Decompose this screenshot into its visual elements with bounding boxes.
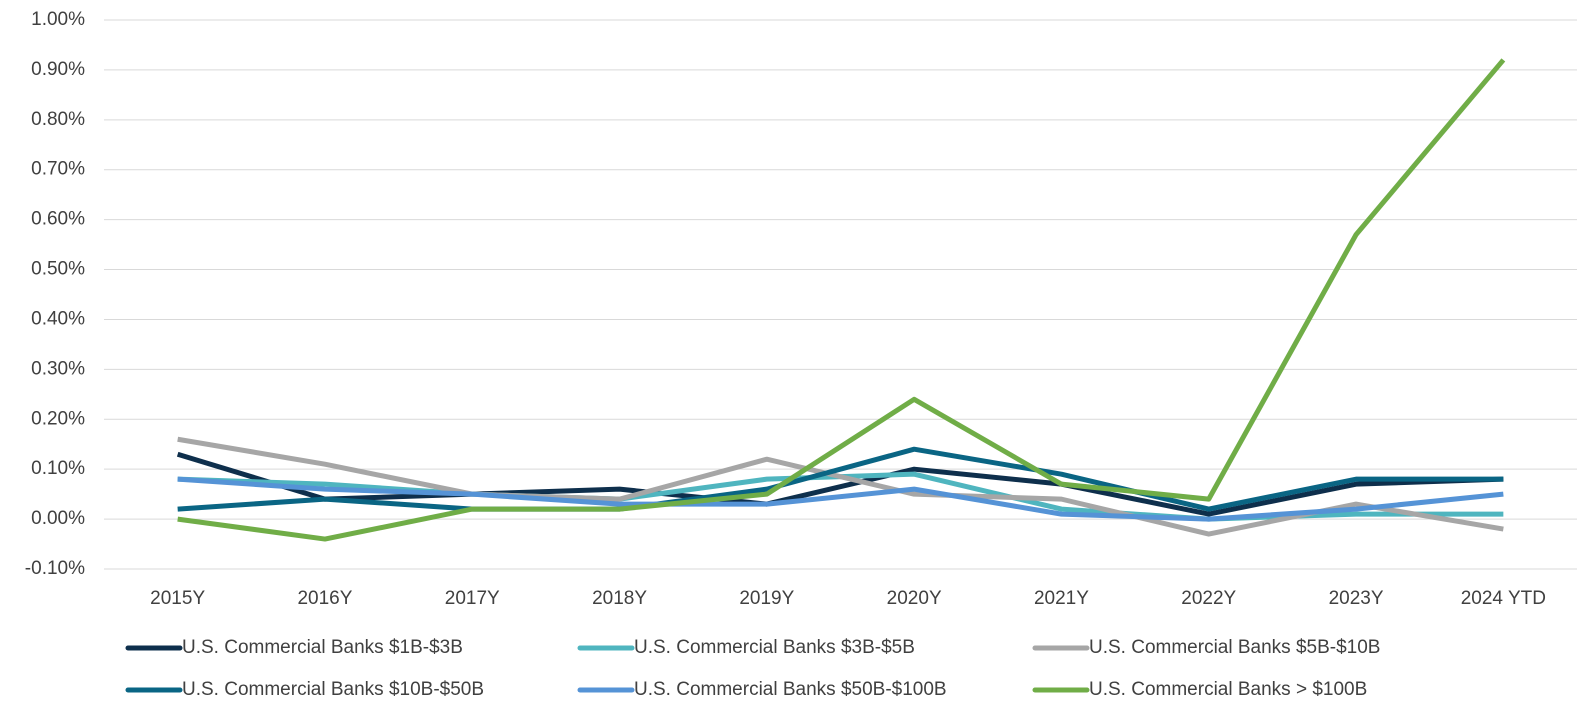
x-tick-label: 2016Y — [297, 588, 352, 609]
legend-label: U.S. Commercial Banks $5B-$10B — [1089, 637, 1380, 658]
y-tick-label: -0.10% — [25, 558, 85, 579]
legend-label: U.S. Commercial Banks $50B-$100B — [634, 679, 947, 700]
y-tick-label: 0.30% — [31, 358, 85, 379]
legend-label: U.S. Commercial Banks $10B-$50B — [182, 679, 484, 700]
y-tick-label: 0.40% — [31, 308, 85, 329]
series-line — [177, 476, 1504, 522]
x-tick-label: 2024 YTD — [1461, 588, 1546, 609]
series-line — [177, 446, 1504, 512]
x-tick-label: 2015Y — [150, 588, 205, 609]
x-tick-label: 2021Y — [1034, 588, 1089, 609]
y-tick-label: 0.50% — [31, 259, 85, 280]
x-tick-label: 2022Y — [1181, 588, 1236, 609]
series-line — [176, 451, 1504, 517]
series-line — [177, 436, 1504, 537]
y-tick-label: 0.10% — [31, 458, 85, 479]
series-line — [177, 58, 1506, 542]
y-tick-label: 0.00% — [31, 508, 85, 529]
legend-label: U.S. Commercial Banks $1B-$3B — [182, 637, 463, 658]
x-tick-label: 2017Y — [445, 588, 500, 609]
x-tick-label: 2023Y — [1329, 588, 1384, 609]
x-tick-label: 2019Y — [739, 588, 794, 609]
y-tick-label: 1.00% — [31, 9, 85, 30]
legend-label: U.S. Commercial Banks $3B-$5B — [634, 637, 915, 658]
y-tick-label: 0.70% — [31, 159, 85, 180]
y-tick-label: 0.20% — [31, 408, 85, 429]
x-tick-label: 2018Y — [592, 588, 647, 609]
y-tick-label: 0.90% — [31, 59, 85, 80]
y-tick-label: 0.60% — [31, 209, 85, 230]
legend-label: U.S. Commercial Banks > $100B — [1089, 679, 1367, 700]
y-tick-label: 0.80% — [31, 109, 85, 130]
x-tick-label: 2020Y — [887, 588, 942, 609]
